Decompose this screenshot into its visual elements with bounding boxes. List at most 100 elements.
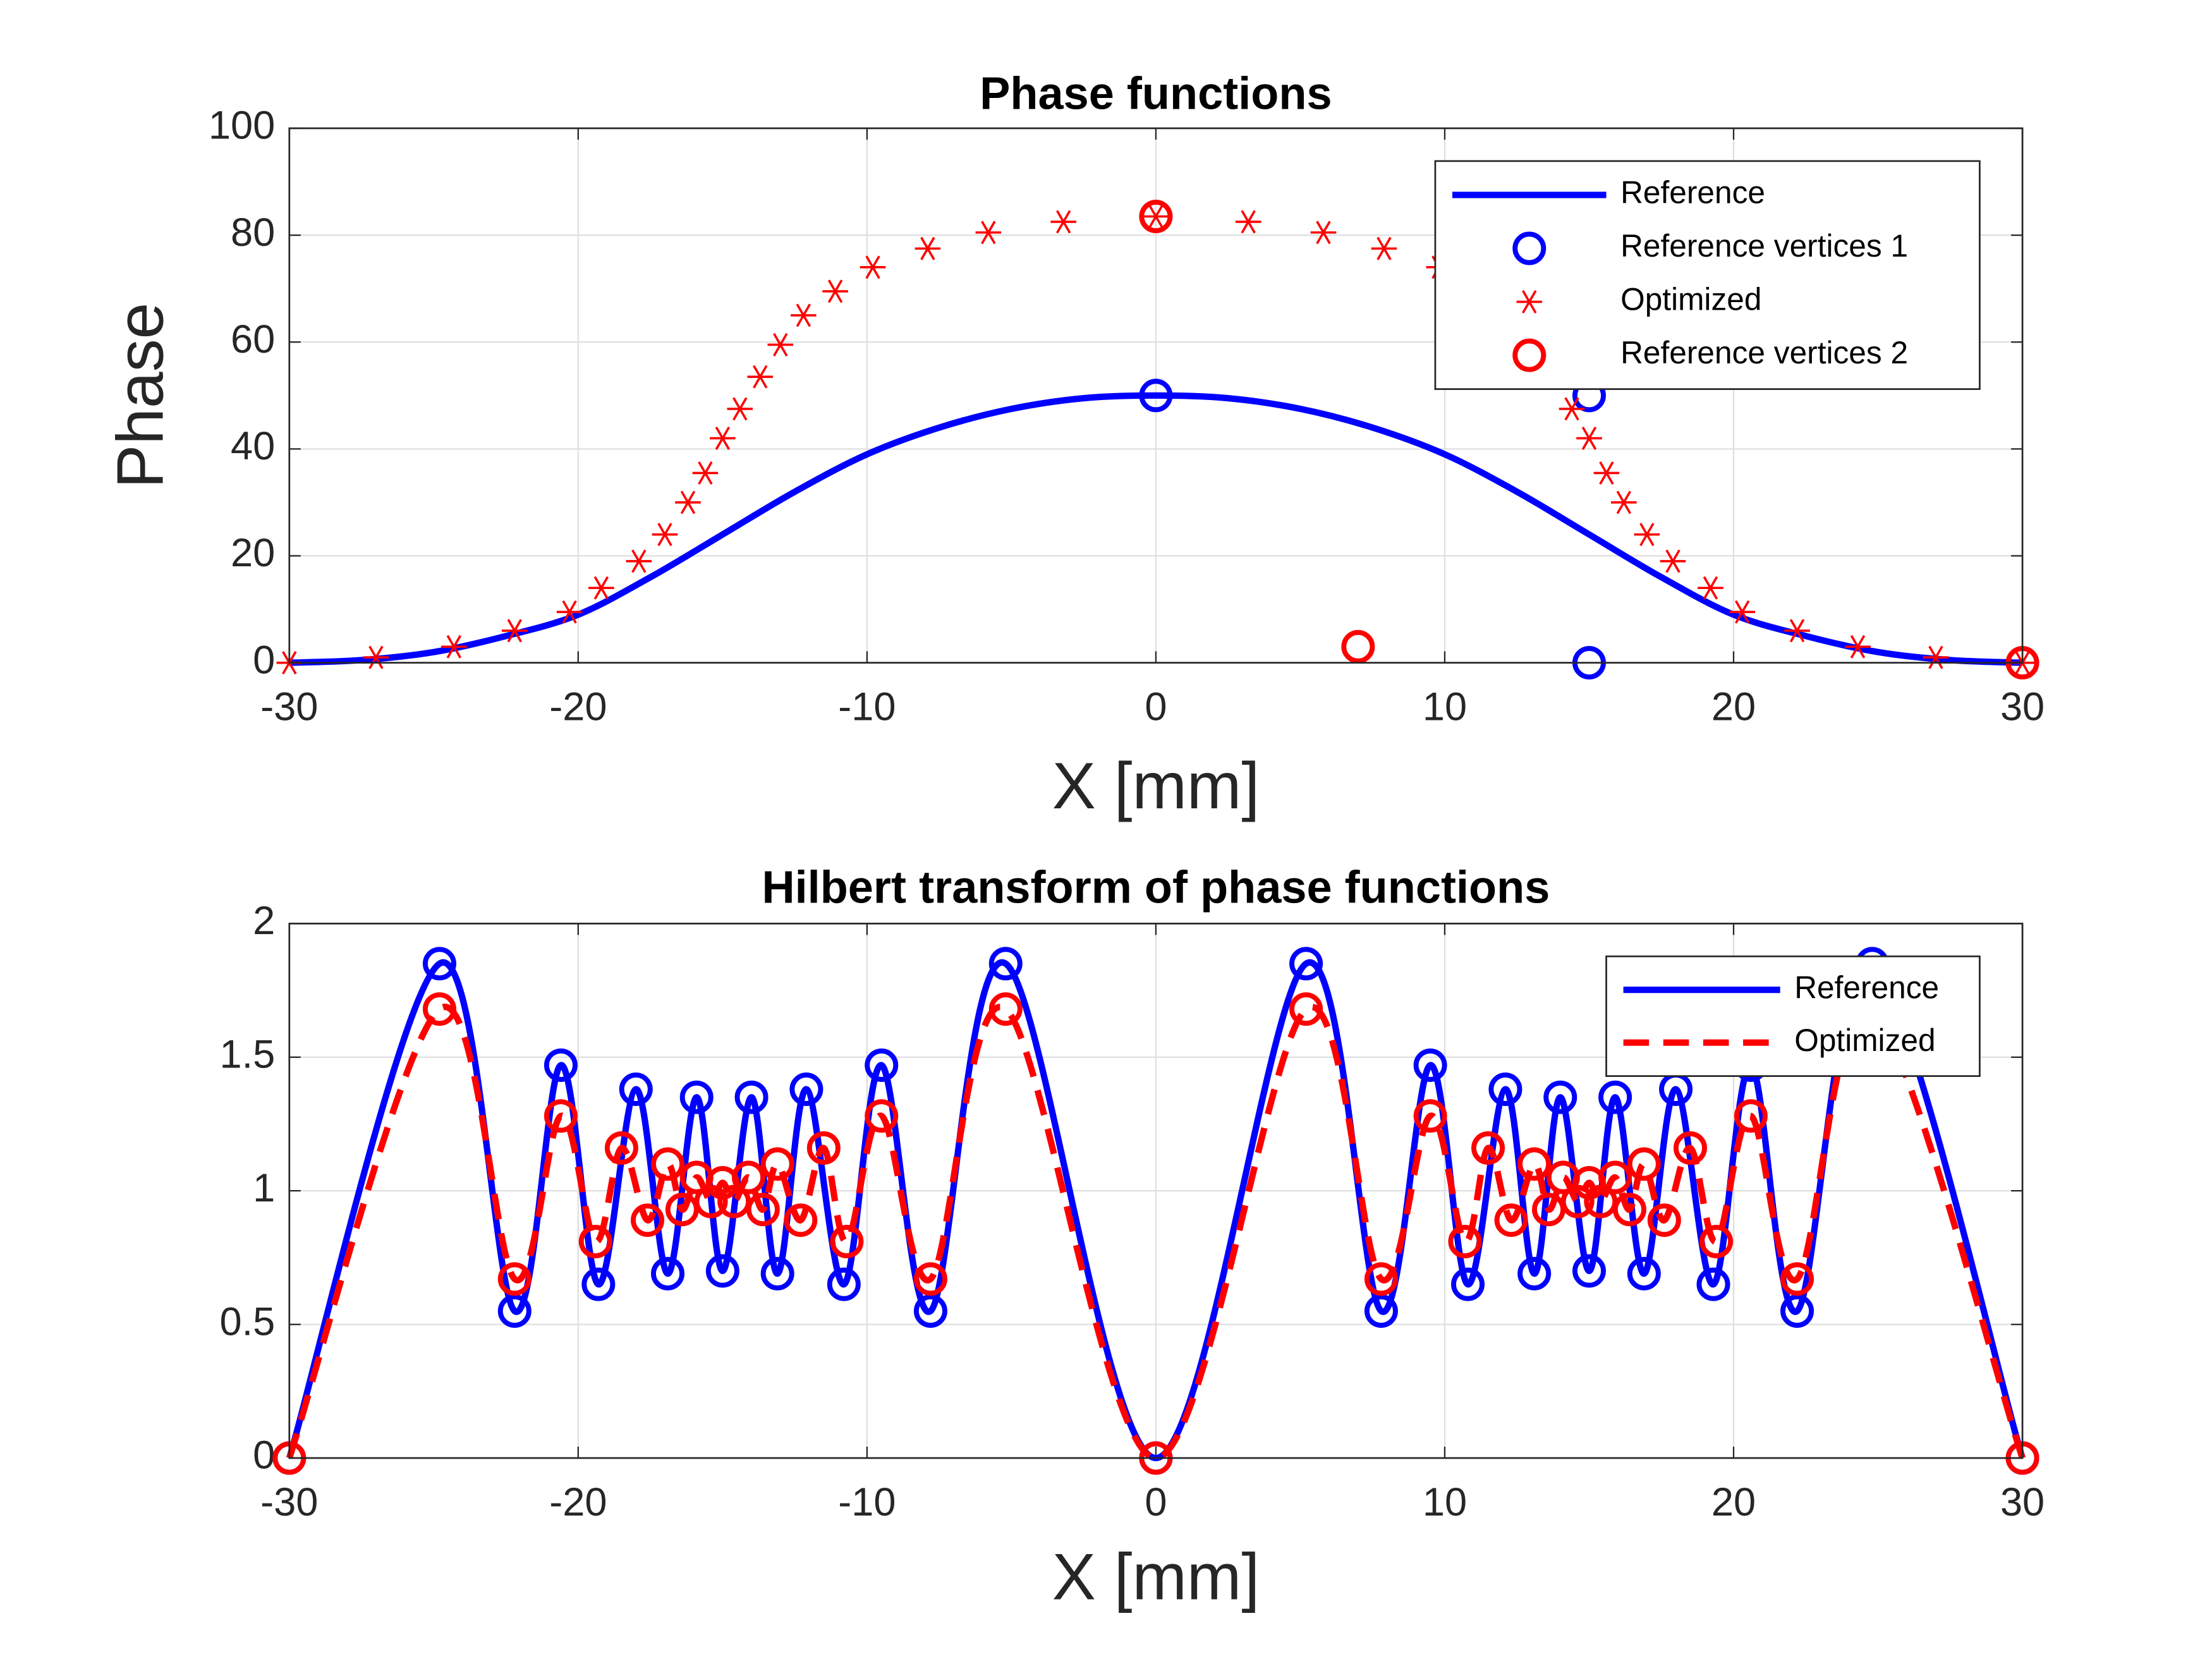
marker-circle (1517, 1256, 1552, 1291)
x-tick-label: 30 (2000, 1480, 2045, 1524)
marker-asterisk (791, 303, 817, 327)
marker-circle (988, 947, 1023, 981)
x-tick-label: -20 (549, 685, 607, 729)
marker-circle (1451, 1267, 1485, 1301)
marker-asterisk (652, 523, 678, 547)
marker-circle (760, 1256, 794, 1291)
marker-circle (1289, 992, 1323, 1026)
marker-circle (913, 1294, 947, 1328)
marker-circle (1780, 1262, 1814, 1296)
marker-asterisk (1235, 210, 1261, 234)
legend-swatch (1512, 338, 1547, 372)
marker-circle (497, 1262, 532, 1296)
marker-asterisk (1698, 576, 1723, 600)
marker-circle (1289, 947, 1323, 981)
marker-circle (544, 1099, 578, 1133)
x-tick-label: -10 (838, 1480, 896, 1524)
marker-asterisk (1729, 600, 1756, 624)
marker-asterisk (1143, 205, 1169, 228)
marker-circle (1780, 1294, 1814, 1328)
marker-circle (544, 1048, 578, 1082)
marker-asterisk (1923, 645, 1949, 669)
y-tick-label: 20 (231, 531, 275, 575)
y-tick-label: 80 (231, 210, 275, 255)
marker-circle (734, 1080, 769, 1114)
marker-asterisk (822, 279, 848, 303)
marker-circle (631, 1203, 665, 1237)
marker-asterisk (860, 255, 886, 279)
marker-circle (830, 1225, 864, 1259)
marker-circle (1139, 379, 1173, 413)
x-tick-label: -30 (260, 1480, 318, 1524)
marker-asterisk (501, 619, 528, 643)
x-tick-label: -10 (838, 685, 896, 729)
marker-circle (1627, 1147, 1661, 1181)
y-tick-label: 60 (231, 317, 275, 362)
legend-label: Optimized (1794, 1023, 1935, 1058)
marker-circle (1517, 1147, 1552, 1181)
marker-circle (1471, 1131, 1505, 1165)
marker-circle (1598, 1160, 1632, 1194)
x-tick-label: 0 (1145, 1480, 1167, 1524)
axes-box (288, 127, 2024, 664)
marker-circle (1572, 1254, 1606, 1288)
marker-asterisk (1593, 461, 1620, 485)
marker-circle (705, 1254, 739, 1288)
legend-label: Optimized (1620, 282, 1761, 317)
x-tick-label: -20 (549, 1480, 607, 1524)
y-tick-label: 40 (231, 424, 275, 468)
marker-circle (1598, 1080, 1632, 1114)
marker-asterisk (1784, 619, 1810, 643)
chart-title: Hilbert transform of phase functions (762, 863, 1550, 913)
x-tick-label: -30 (260, 685, 318, 729)
marker-circle (1612, 1193, 1646, 1227)
marker-asterisk (1660, 549, 1686, 573)
marker-circle (578, 1225, 612, 1259)
marker-asterisk (626, 549, 652, 573)
marker-circle (422, 947, 456, 981)
marker-circle (988, 992, 1023, 1026)
marker-asterisk (767, 332, 794, 356)
chart-title: Phase functions (980, 68, 1332, 119)
x-tick-label: 20 (1711, 685, 1756, 729)
marker-asterisk (1559, 397, 1585, 421)
marker-circle (827, 1267, 861, 1301)
marker-circle (1341, 629, 1375, 664)
marker-asterisk (747, 365, 774, 389)
series-line (286, 1004, 2026, 1462)
marker-asterisk (1310, 221, 1337, 245)
y-axis-label: Phase (103, 303, 176, 489)
marker-asterisk (1634, 523, 1660, 547)
legend-label: Reference vertices 1 (1620, 228, 1908, 264)
marker-asterisk (1050, 210, 1076, 234)
axes-box (288, 922, 2024, 1459)
x-tick-label: 30 (2000, 685, 2045, 729)
marker-asterisk (1845, 635, 1871, 659)
legend-box (1434, 160, 1981, 391)
marker-circle (806, 1131, 841, 1165)
legend-swatch (1516, 290, 1543, 314)
marker-asterisk (441, 635, 467, 659)
marker-asterisk (588, 576, 614, 600)
marker-circle (1494, 1203, 1528, 1237)
marker-circle (1699, 1225, 1734, 1259)
marker-circle (731, 1160, 765, 1194)
marker-circle (1543, 1080, 1577, 1114)
marker-asterisk (692, 461, 719, 485)
legend-swatch (1512, 231, 1547, 265)
marker-circle (1488, 1073, 1522, 1106)
x-tick-label: 0 (1145, 685, 1167, 729)
marker-circle (1647, 1203, 1681, 1237)
y-tick-label: 0 (253, 1433, 275, 1478)
marker-circle (679, 1080, 714, 1114)
marker-asterisk (363, 645, 389, 669)
marker-circle (651, 1147, 685, 1181)
marker-asterisk (710, 426, 736, 450)
x-tick-label: 10 (1423, 685, 1467, 729)
x-tick-label: 10 (1423, 1480, 1467, 1524)
marker-circle (1139, 200, 1173, 233)
legend-label: Reference (1620, 175, 1765, 210)
marker-circle (1627, 1256, 1661, 1291)
marker-circle (1673, 1131, 1707, 1165)
